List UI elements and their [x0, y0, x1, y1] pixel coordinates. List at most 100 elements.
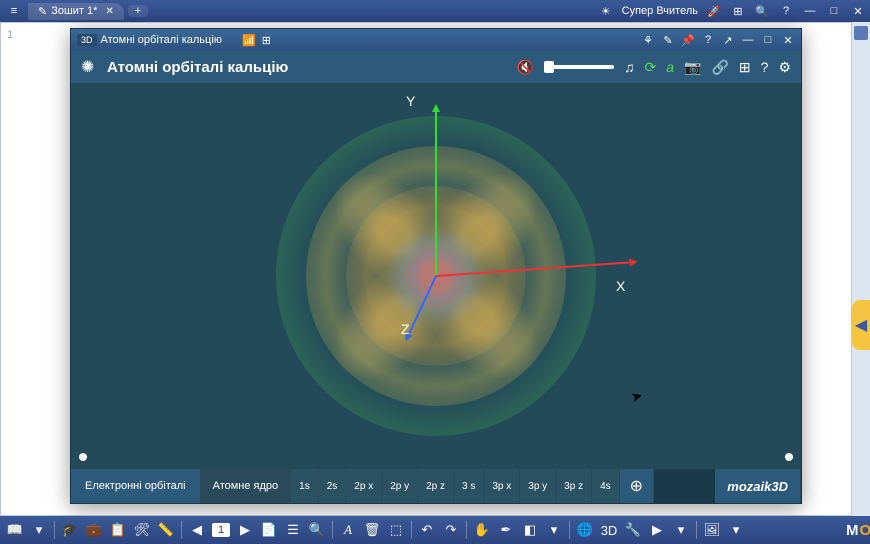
link-icon[interactable]: 🔗: [711, 59, 728, 76]
external-icon[interactable]: ↗: [721, 34, 735, 47]
tab-2px[interactable]: 2p x: [346, 469, 382, 503]
maximize-icon[interactable]: □: [761, 34, 775, 47]
tab-3s[interactable]: 3 s: [454, 469, 484, 503]
label-x: X: [616, 278, 625, 294]
new-tab-button[interactable]: +: [128, 5, 148, 17]
list-icon[interactable]: ☰: [284, 522, 302, 538]
viewer-window: 3D Атомні орбіталі кальцію 📶 ⊞ ⚘ ✎ 📌 ? ↗…: [70, 28, 802, 504]
close-icon[interactable]: ✕: [781, 34, 795, 47]
corner-dot[interactable]: [785, 453, 793, 461]
minimize-icon[interactable]: —: [802, 3, 818, 19]
user-label: Супер Вчитель: [622, 5, 698, 17]
collapse-arrow-icon[interactable]: ◀: [852, 300, 870, 350]
search-icon[interactable]: 🔍: [754, 3, 770, 19]
line-number: 1: [7, 29, 13, 41]
pin-icon[interactable]: 📌: [681, 34, 695, 47]
mozaik-logo[interactable]: mozaik3D: [715, 469, 801, 503]
edit-icon[interactable]: ✎: [661, 34, 675, 47]
chevron-down-icon[interactable]: ▾: [727, 522, 745, 538]
tool-icon[interactable]: 🔧: [624, 522, 642, 538]
page-number[interactable]: 1: [212, 523, 230, 537]
corner-dot[interactable]: [79, 453, 87, 461]
3d-icon[interactable]: 3D: [600, 523, 618, 538]
apps-icon[interactable]: ⊞: [730, 3, 746, 19]
tab-3px[interactable]: 3p x: [484, 469, 520, 503]
eraser-icon[interactable]: ◧: [521, 522, 539, 538]
hamburger-icon[interactable]: ≡: [4, 5, 24, 17]
tab-4s[interactable]: 4s: [592, 469, 620, 503]
help-icon[interactable]: ?: [778, 3, 794, 19]
maximize-icon[interactable]: □: [826, 3, 842, 19]
camera-icon[interactable]: 📷: [684, 59, 701, 76]
tab-2py[interactable]: 2p y: [382, 469, 418, 503]
ruler-icon[interactable]: 📏: [157, 522, 175, 538]
rocket-icon[interactable]: 🚀: [706, 3, 722, 19]
mute-icon[interactable]: 🔇: [517, 59, 534, 76]
graduate-icon[interactable]: 🎓: [61, 522, 79, 538]
refresh-icon[interactable]: ⟳: [645, 59, 657, 76]
new-page-icon[interactable]: 📄: [260, 522, 278, 538]
cursor-icon: ➤: [629, 387, 645, 406]
app-titlebar: ≡ ✎ Зошит 1* ✕ + ☀ Супер Вчитель 🚀 ⊞ 🔍 ?…: [0, 0, 870, 22]
volume-slider[interactable]: [544, 65, 614, 69]
search-icon[interactable]: 🔍: [308, 522, 326, 538]
tab-title: Зошит 1*: [51, 5, 97, 17]
pen-icon[interactable]: ✒: [497, 522, 515, 538]
pencil-icon: ✎: [38, 5, 47, 18]
tab-nucleus[interactable]: Атомне ядро: [201, 469, 292, 503]
alpha-icon[interactable]: a: [666, 59, 674, 75]
tab-2pz[interactable]: 2p z: [418, 469, 454, 503]
badge-3d: 3D: [77, 34, 97, 46]
sun-icon[interactable]: ☀: [598, 3, 614, 19]
minimize-icon[interactable]: —: [741, 34, 755, 47]
gear-icon[interactable]: ⚙: [778, 59, 791, 76]
video-icon[interactable]: ▶: [648, 522, 666, 538]
label-z: Z: [401, 321, 410, 337]
tools-icon[interactable]: 🛠: [133, 522, 151, 538]
label-y: Y: [406, 93, 415, 109]
tab-electron-orbitals[interactable]: Електронні орбіталі: [71, 469, 201, 503]
chevron-down-icon[interactable]: ▾: [30, 522, 48, 538]
tab-3pz[interactable]: 3p z: [556, 469, 592, 503]
viewer-titlebar: 3D Атомні орбіталі кальцію 📶 ⊞ ⚘ ✎ 📌 ? ↗…: [71, 29, 801, 51]
document-tab[interactable]: ✎ Зошит 1* ✕: [28, 3, 124, 20]
close-app-icon[interactable]: ✕: [850, 3, 866, 19]
close-icon[interactable]: ✕: [105, 6, 113, 17]
chevron-down-icon[interactable]: ▾: [545, 522, 563, 538]
grid-icon: ⊞: [262, 34, 271, 47]
tab-2s[interactable]: 2s: [319, 469, 347, 503]
wifi-icon: 📶: [242, 34, 256, 47]
text-icon[interactable]: A: [339, 522, 357, 538]
right-sidebar: [852, 22, 870, 516]
globe-icon[interactable]: 🌐: [576, 522, 594, 538]
bottom-toolbar: 📖 ▾ 🎓 💼 📋 🛠 📏 ◀ 1 ▶ 📄 ☰ 🔍 A 🗑 ⬚ ↶ ↷ ✋ ✒ …: [0, 516, 870, 544]
music-icon[interactable]: ♫: [624, 59, 635, 75]
undo-icon[interactable]: ↶: [418, 522, 436, 538]
hand-icon[interactable]: ✋: [473, 522, 491, 538]
prev-icon[interactable]: ◀: [188, 522, 206, 538]
clipboard-icon[interactable]: 📋: [109, 522, 127, 538]
briefcase-icon[interactable]: 💼: [85, 522, 103, 538]
insert-icon[interactable]: ⬚: [387, 522, 405, 538]
viewport-3d[interactable]: Y X Z ➤: [71, 83, 801, 469]
book-icon[interactable]: 📖: [6, 522, 24, 538]
grid-icon[interactable]: ⊞: [739, 59, 751, 76]
image-icon[interactable]: 🖼: [703, 522, 721, 538]
brand-logo: MOZAIK: [846, 522, 864, 539]
viewer-window-title: Атомні орбіталі кальцію: [101, 34, 223, 46]
tab-3py[interactable]: 3p y: [520, 469, 556, 503]
viewer-title: Атомні орбіталі кальцію: [107, 59, 288, 76]
next-icon[interactable]: ▶: [236, 522, 254, 538]
axis-y: [435, 106, 437, 276]
help-icon[interactable]: ?: [701, 34, 715, 47]
share-icon[interactable]: ⚘: [641, 34, 655, 47]
chevron-down-icon[interactable]: ▾: [672, 522, 690, 538]
orbital-tabs: Електронні орбіталі Атомне ядро 1s 2s 2p…: [71, 469, 801, 503]
loading-icon: ✺: [81, 57, 101, 77]
tab-1s[interactable]: 1s: [291, 469, 319, 503]
expand-icon[interactable]: ⊕: [620, 469, 654, 503]
trash-icon[interactable]: 🗑: [363, 522, 381, 538]
sidebar-tool[interactable]: [854, 26, 868, 40]
help-icon[interactable]: ?: [761, 59, 769, 75]
redo-icon[interactable]: ↷: [442, 522, 460, 538]
